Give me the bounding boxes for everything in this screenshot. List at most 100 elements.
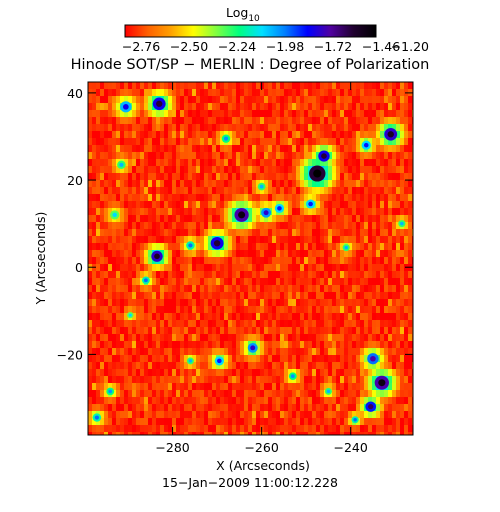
heatmap-cell — [272, 96, 277, 104]
heatmap-cell — [128, 432, 133, 435]
heatmap-cell — [208, 89, 213, 97]
heatmap-cell — [364, 383, 369, 391]
heatmap-cell — [400, 348, 405, 356]
heatmap-cell — [244, 236, 249, 244]
heatmap-cell — [232, 124, 237, 132]
heatmap-cell — [296, 411, 301, 419]
heatmap-cell — [248, 411, 253, 419]
heatmap-cell — [404, 278, 409, 286]
heatmap-cell — [292, 313, 297, 321]
heatmap-cell — [112, 383, 117, 391]
heatmap-cell — [236, 348, 241, 356]
heatmap-cell — [404, 285, 409, 293]
heatmap-cell — [88, 201, 93, 209]
heatmap-cell — [232, 278, 237, 286]
heatmap-cell — [372, 411, 377, 419]
heatmap-cell — [388, 264, 393, 272]
heatmap-cell — [208, 285, 213, 293]
heatmap-cell — [124, 201, 129, 209]
heatmap-cell — [384, 285, 389, 293]
heatmap-cell — [396, 166, 401, 174]
heatmap-cell — [292, 348, 297, 356]
heatmap-cell — [164, 271, 169, 279]
heatmap-cell — [156, 404, 161, 412]
heatmap-cell — [184, 138, 189, 146]
heatmap-cell — [120, 264, 125, 272]
heatmap-cell — [124, 166, 129, 174]
heatmap-cell — [124, 117, 129, 125]
heatmap-cell — [120, 292, 125, 300]
heatmap-cell — [156, 313, 161, 321]
heatmap-cell — [384, 271, 389, 279]
heatmap-cell — [256, 236, 261, 244]
heatmap-cell — [152, 117, 157, 125]
heatmap-cell — [140, 89, 145, 97]
heatmap-cell — [196, 348, 201, 356]
heatmap-cell — [132, 180, 137, 188]
heatmap-cell — [92, 418, 97, 426]
heatmap-cell — [164, 229, 169, 237]
heatmap-cell — [320, 425, 325, 433]
heatmap-cell — [120, 131, 125, 139]
heatmap-cell — [364, 278, 369, 286]
heatmap-cell — [380, 355, 385, 363]
heatmap-cell — [344, 376, 349, 384]
colorbar-label: Log10 — [226, 5, 260, 24]
heatmap-cell — [132, 257, 137, 265]
heatmap-cell — [328, 264, 333, 272]
heatmap-cell — [328, 432, 333, 435]
heatmap-cell — [228, 285, 233, 293]
heatmap-cell — [232, 390, 237, 398]
heatmap-cell — [340, 299, 345, 307]
heatmap-cell — [272, 383, 277, 391]
heatmap-cell — [100, 334, 105, 342]
heatmap-cell — [408, 152, 413, 160]
heatmap-cell — [200, 376, 205, 384]
heatmap-cell — [328, 236, 333, 244]
heatmap-cell — [272, 159, 277, 167]
heatmap-cell — [152, 215, 157, 223]
heatmap-cell — [168, 124, 173, 132]
heatmap-cell — [124, 348, 129, 356]
heatmap-cell — [208, 404, 213, 412]
heatmap-cell — [288, 222, 293, 230]
heatmap-cell — [312, 390, 317, 398]
heatmap-cell — [104, 285, 109, 293]
heatmap-cell — [88, 208, 93, 216]
heatmap-cell — [92, 117, 97, 125]
heatmap-cell — [100, 250, 105, 258]
heatmap-cell — [156, 194, 161, 202]
heatmap-cell — [352, 278, 357, 286]
heatmap-cell — [92, 355, 97, 363]
heatmap-cell — [392, 271, 397, 279]
heatmap-cell — [168, 404, 173, 412]
heatmap-cell — [340, 355, 345, 363]
heatmap-cell — [400, 96, 405, 104]
heatmap-cell — [388, 250, 393, 258]
heatmap-cell — [308, 250, 313, 258]
heatmap-cell — [88, 117, 93, 125]
heatmap-cell — [356, 208, 361, 216]
heatmap-cell — [184, 334, 189, 342]
heatmap-cell — [200, 404, 205, 412]
heatmap-cell — [276, 348, 281, 356]
heatmap-cell — [216, 390, 221, 398]
heatmap-cell — [264, 187, 269, 195]
heatmap-cell — [236, 383, 241, 391]
heatmap-cell — [332, 355, 337, 363]
heatmap-cell — [236, 390, 241, 398]
heatmap-cell — [376, 404, 381, 412]
heatmap-cell — [96, 278, 101, 286]
heatmap-cell — [396, 383, 401, 391]
heatmap-cell — [212, 117, 217, 125]
heatmap-cell — [380, 236, 385, 244]
heatmap-cell — [256, 89, 261, 97]
heatmap-cell — [92, 159, 97, 167]
heatmap-cell — [152, 271, 157, 279]
heatmap-cell — [264, 131, 269, 139]
heatmap-cell — [372, 180, 377, 188]
heatmap-cell — [144, 173, 149, 181]
heatmap-cell — [140, 82, 145, 90]
heatmap-cell — [116, 194, 121, 202]
